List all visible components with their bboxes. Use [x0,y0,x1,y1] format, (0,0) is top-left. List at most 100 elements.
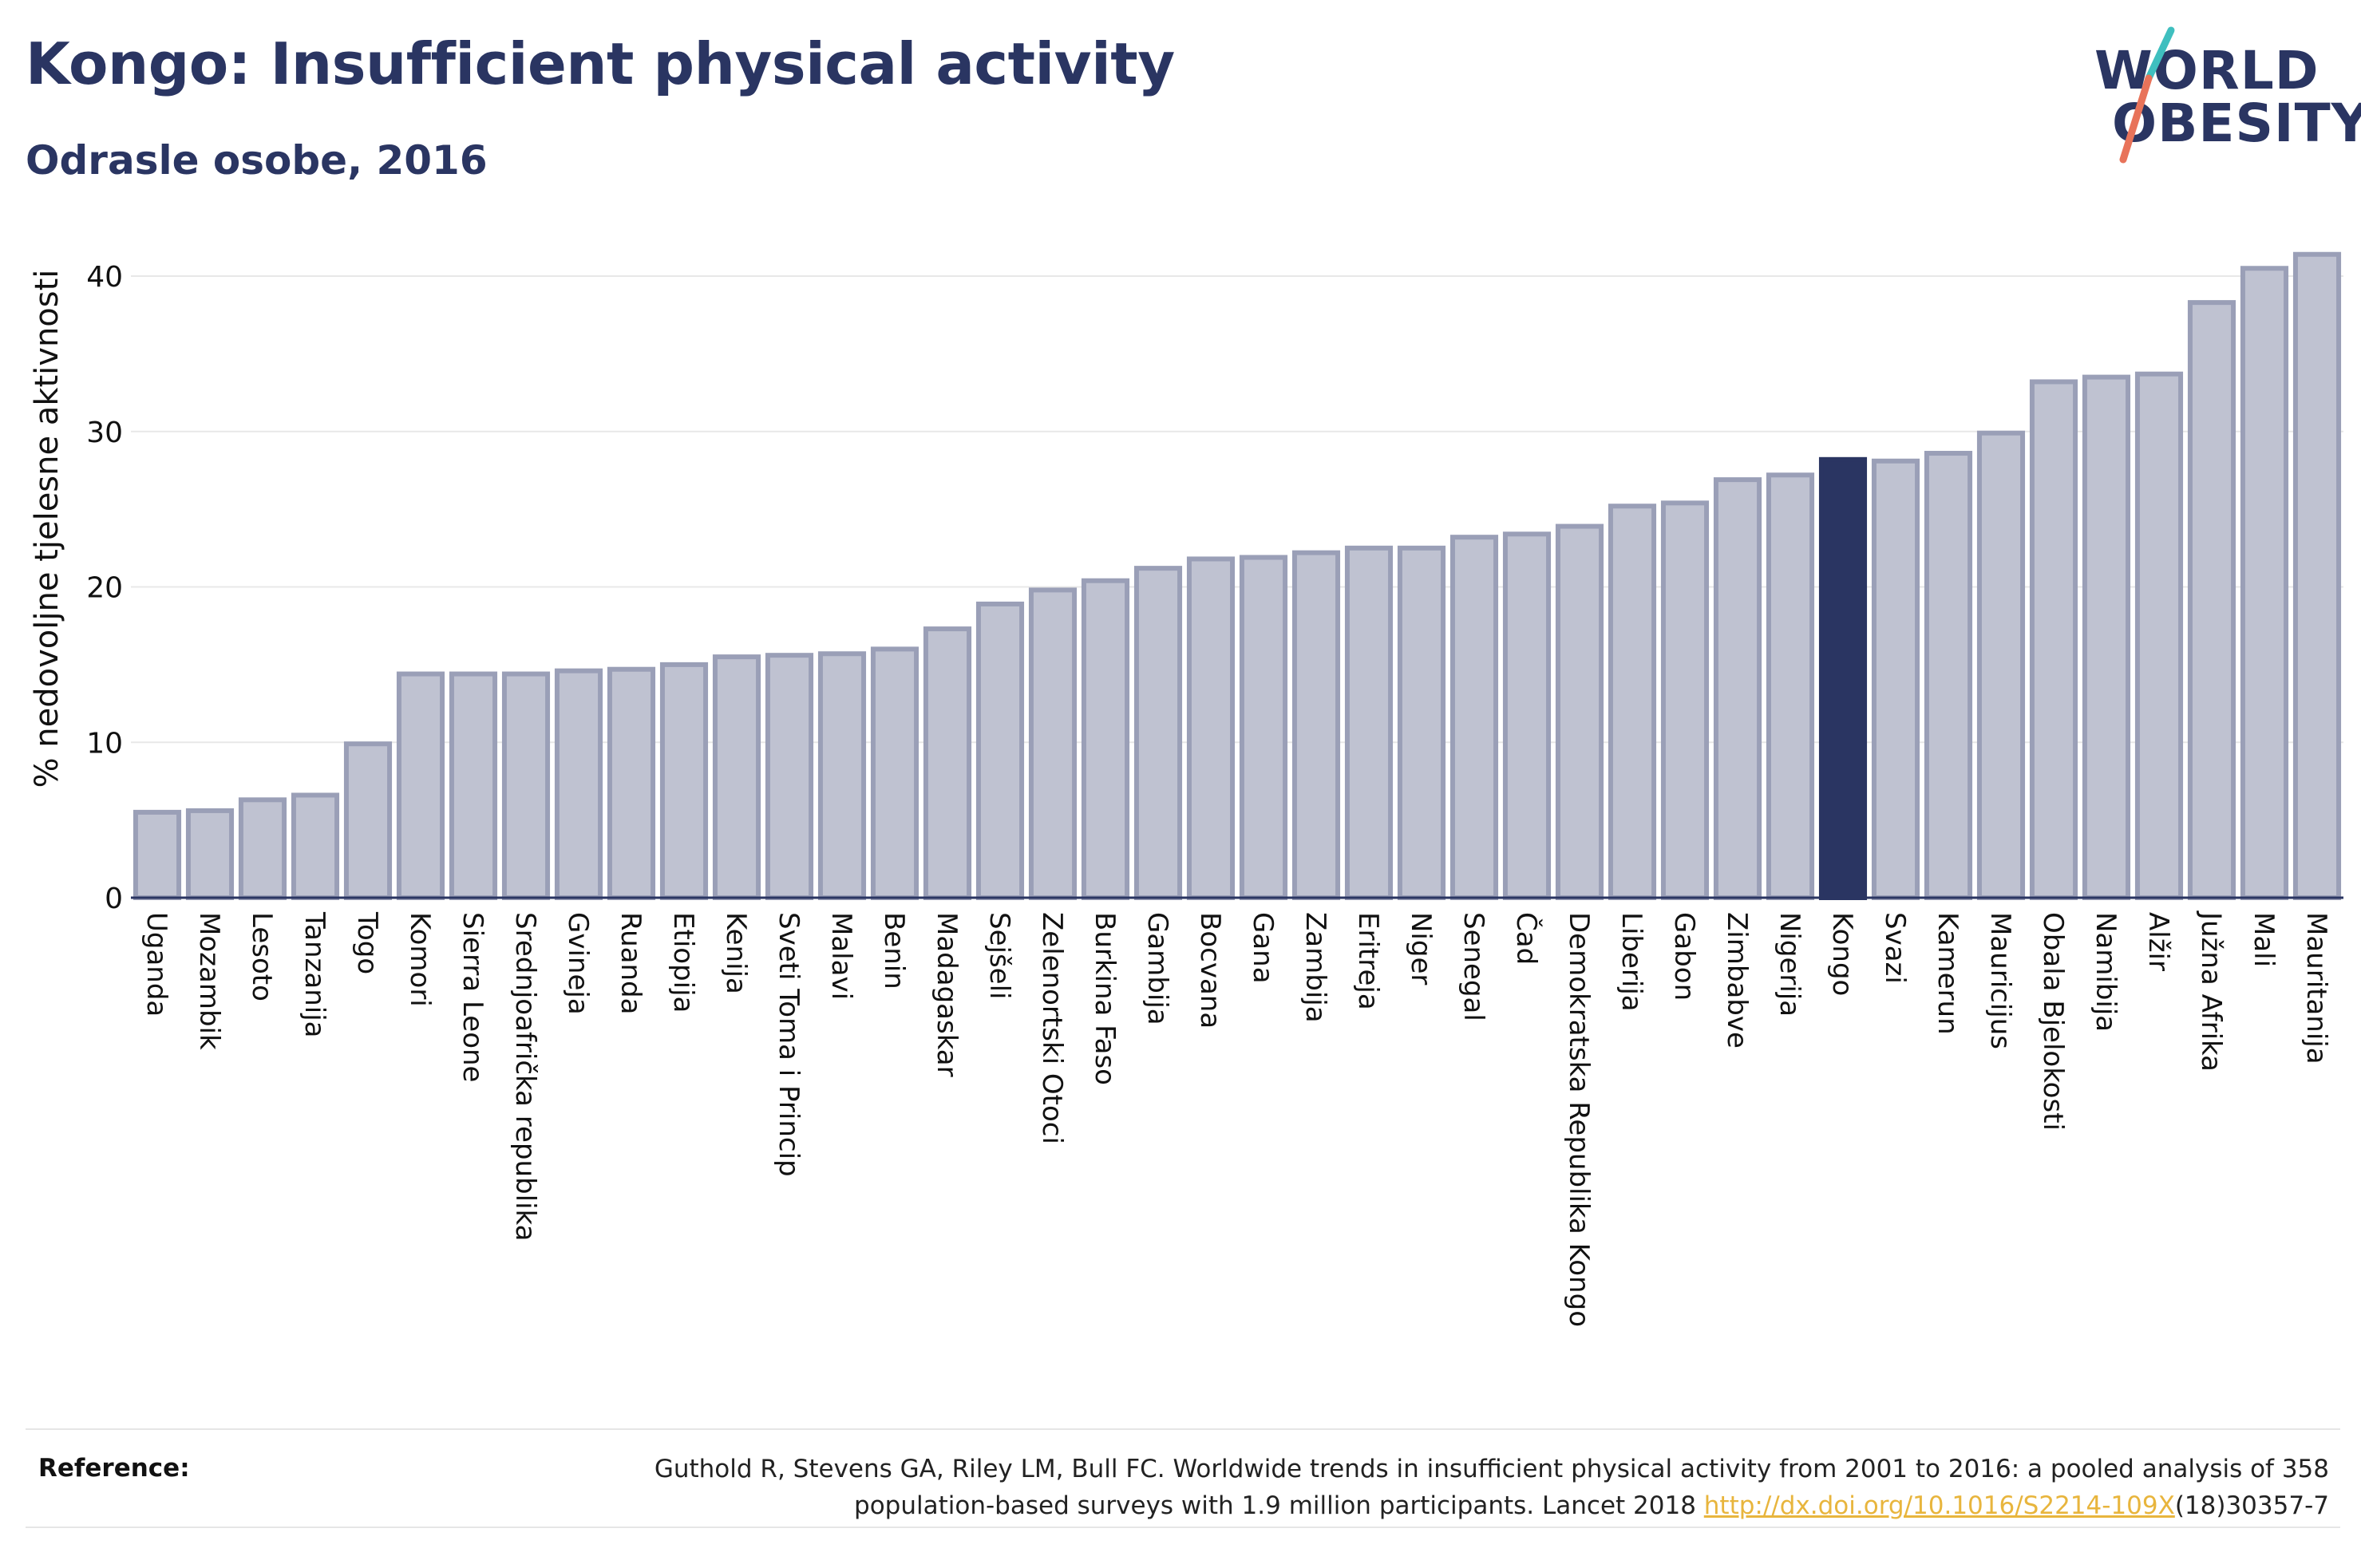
bar-kongo[interactable] [1818,456,1868,900]
x-tick-label: Bocvana [1194,912,1226,1029]
bar-alžir[interactable] [2134,371,2184,900]
bar-komori[interactable] [396,671,445,900]
reference-line2-suffix: (18)30357-7 [2174,1491,2329,1520]
bar-srednjoafrička-republika[interactable] [501,671,551,900]
x-tick-label: Etiopija [667,912,699,1013]
bar-burkina-faso[interactable] [1081,578,1130,901]
bar-mozambik[interactable] [185,808,235,900]
bar-obala-bjelokosti[interactable] [2029,379,2078,900]
x-tick-label: Liberija [1616,912,1647,1012]
x-tick-label: Lesoto [246,912,278,1001]
bar-sierra-leone[interactable] [449,671,498,900]
x-tick-label: Namibija [2090,912,2122,1032]
x-tick-label: Južna Afrika [2195,910,2227,1072]
logo-word-world: WORLD [2094,40,2319,101]
x-tick-label: Demokratska Republika Kongo [1563,912,1595,1327]
reference-doi-link[interactable]: http://dx.doi.org/10.1016/S2214-109X [1703,1491,2175,1520]
bar-nigerija[interactable] [1766,472,1815,900]
reference-text: Guthold R, Stevens GA, Riley LM, Bull FC… [493,1451,2329,1524]
bar-senegal[interactable] [1449,535,1499,900]
x-tick-label: Kenija [720,912,752,994]
x-tick-label: Gvineja [562,912,594,1015]
x-tick-label: Tanzanija [299,911,330,1037]
x-tick-label: Madagaskar [931,912,963,1077]
x-tick-label: Svazi [1879,912,1911,984]
bar-ruanda[interactable] [607,666,656,901]
bar-mali[interactable] [2240,266,2289,900]
y-tick-label: 20 [86,572,123,605]
bar-lesoto[interactable] [238,797,287,900]
bar-togo[interactable] [343,741,393,901]
bar-svazi[interactable] [1871,458,1920,900]
bar-bocvana[interactable] [1186,556,1236,900]
bar-madagaskar[interactable] [923,626,972,901]
reference-label: Reference: [38,1454,190,1483]
x-tick-label: Ruanda [615,912,647,1014]
y-tick-labels: 0 10 20 30 40 [86,261,123,915]
x-tick-label: Mauritanija [2300,912,2332,1064]
bar-tanzanija[interactable] [291,792,340,901]
bar-namibija[interactable] [2082,374,2131,900]
x-tick-label: Zambija [1299,912,1331,1023]
bar-zimbabve[interactable] [1713,477,1762,900]
bar-etiopija[interactable] [659,662,709,900]
reference-divider-bottom [26,1527,2340,1528]
bar-mauritanija[interactable] [2292,251,2342,900]
x-tick-label: Srednjoafrička republika [509,912,541,1241]
logo-word-obesity: OBESITY [2112,93,2361,154]
bar-sveti-toma-i-princip[interactable] [765,653,814,900]
x-tick-label: Alžir [2142,912,2174,971]
bar-kamerun[interactable] [1924,451,1973,900]
bar-gana[interactable] [1239,555,1288,900]
x-tick-label: Niger [1405,912,1437,985]
x-tick-label: Malavi [825,912,857,1000]
x-tick-labels: Uganda Mozambik Lesoto Tanzanija Togo Komori S… [140,910,2332,1327]
x-tick-label: Nigerija [1774,912,1805,1017]
x-tick-label: Čad [1510,912,1543,965]
x-tick-label: Mauricijus [1984,912,2016,1049]
bar-niger[interactable] [1397,545,1446,900]
x-tick-label: Eritreja [1352,912,1384,1010]
x-tick-label: Gambija [1141,912,1173,1025]
x-tick-label: Gabon [1668,912,1700,1001]
bars [132,251,2342,901]
x-tick-label: Benin [878,912,910,989]
bar-gvineja[interactable] [554,668,603,900]
y-axis-label: % nedovoljne tjelesne aktivnosti [29,270,65,788]
reference-divider-top [26,1428,2340,1430]
bar-gabon[interactable] [1660,500,1710,901]
bar-južna-afrika[interactable] [2187,300,2236,901]
bar-malavi[interactable] [817,651,867,900]
x-tick-label: Sejšeli [983,912,1015,999]
bar-chart: 0 10 20 30 40 Uganda Mozambik Lesoto Tanzanija T… [29,251,2343,1327]
bar-eritreja[interactable] [1344,545,1394,900]
chart-title: Kongo: Insufficient physical activity [26,30,1175,97]
x-tick-label: Togo [351,911,383,974]
x-tick-label: Senegal [1457,912,1489,1021]
bar-liberija[interactable] [1608,504,1657,900]
bar-zambija[interactable] [1291,550,1341,901]
x-tick-label: Zelenortski Otoci [1036,912,1068,1144]
bar-zelenortski-otoci[interactable] [1028,587,1078,901]
x-tick-label: Sveti Toma i Princip [773,912,805,1177]
bar-demokratska-republika-kongo[interactable] [1555,523,1604,900]
y-tick-label: 10 [86,727,123,760]
x-tick-label: Mozambik [193,912,225,1050]
x-tick-label: Sierra Leone [457,912,488,1082]
bar-kenija[interactable] [712,654,761,900]
world-obesity-logo[interactable]: WORLD OBESITY [2083,24,2361,168]
bar-benin[interactable] [870,646,919,901]
reference-line2-prefix: population-based surveys with 1.9 millio… [854,1491,1704,1520]
x-tick-label: Obala Bjelokosti [2037,912,2069,1131]
bar-gambija[interactable] [1133,566,1183,900]
x-tick-label: Zimbabve [1721,912,1753,1049]
gridlines [131,275,2343,744]
x-tick-label: Komori [404,912,436,1007]
bar-uganda[interactable] [132,809,182,901]
y-tick-label: 30 [86,417,123,449]
bar-sejšeli[interactable] [975,601,1025,900]
bar-čad[interactable] [1502,531,1552,900]
x-tick-label: Kongo [1826,912,1858,996]
bar-mauricijus[interactable] [1976,430,2026,900]
x-tick-label: Gana [1247,912,1279,984]
